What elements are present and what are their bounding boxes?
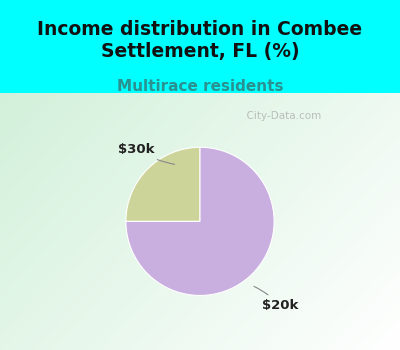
Wedge shape (126, 147, 200, 222)
Text: $20k: $20k (254, 286, 298, 312)
Text: Income distribution in Combee
Settlement, FL (%): Income distribution in Combee Settlement… (38, 20, 362, 61)
Text: Multirace residents: Multirace residents (117, 79, 283, 94)
Wedge shape (126, 147, 274, 295)
Text: City-Data.com: City-Data.com (240, 111, 321, 121)
Text: $30k: $30k (118, 143, 175, 164)
